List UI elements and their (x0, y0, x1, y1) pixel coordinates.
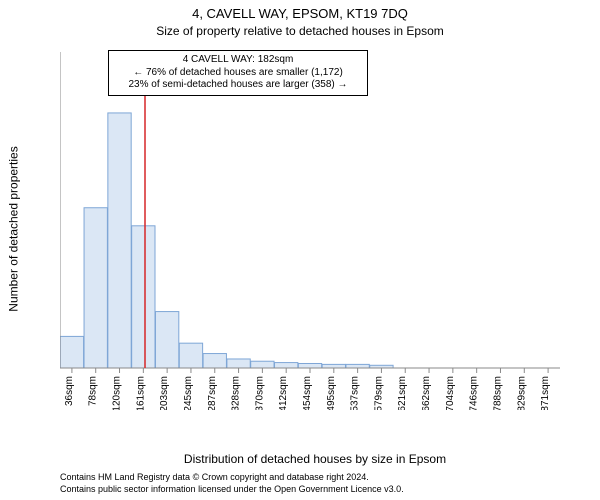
x-tick-label: 495sqm (326, 376, 337, 410)
histogram-bar (203, 354, 226, 368)
histogram-bar (275, 363, 298, 368)
annotation-line-2: ← 76% of detached houses are smaller (1,… (115, 67, 361, 80)
histogram-bar (60, 336, 83, 368)
chart-svg: 010020030040050060070036sqm78sqm120sqm16… (60, 48, 570, 410)
histogram-bar (251, 361, 274, 368)
histogram-bar (298, 363, 321, 368)
x-tick-label: 454sqm (302, 376, 313, 410)
x-tick-label: 704sqm (445, 376, 456, 410)
x-tick-label: 370sqm (254, 376, 265, 410)
x-tick-label: 245sqm (183, 376, 194, 410)
annotation-line-1: 4 CAVELL WAY: 182sqm (115, 54, 361, 67)
x-tick-label: 871sqm (540, 376, 551, 410)
x-axis-title: Distribution of detached houses by size … (60, 452, 570, 466)
annotation-box: 4 CAVELL WAY: 182sqm ← 76% of detached h… (108, 50, 368, 96)
histogram-bar (227, 359, 250, 368)
footer-line-1: Contains HM Land Registry data © Crown c… (60, 472, 369, 482)
x-tick-label: 36sqm (64, 376, 75, 406)
x-tick-label: 579sqm (373, 376, 384, 410)
x-tick-label: 203sqm (159, 376, 170, 410)
histogram-bar (132, 226, 155, 368)
x-tick-label: 829sqm (516, 376, 527, 410)
x-tick-label: 412sqm (278, 376, 289, 410)
histogram-bar (155, 312, 178, 368)
histogram-bar (84, 208, 107, 368)
histogram-bar (322, 364, 345, 368)
x-tick-label: 287sqm (207, 376, 218, 410)
x-tick-label: 537sqm (350, 376, 361, 410)
x-tick-label: 120sqm (112, 376, 123, 410)
x-tick-label: 161sqm (135, 376, 146, 410)
histogram-bar (346, 364, 369, 368)
histogram-bar (179, 343, 202, 368)
x-tick-label: 662sqm (421, 376, 432, 410)
y-axis-title: Number of detached properties (6, 48, 22, 410)
page-title: 4, CAVELL WAY, EPSOM, KT19 7DQ (0, 6, 600, 21)
histogram-bar (108, 113, 131, 368)
page-subtitle: Size of property relative to detached ho… (0, 24, 600, 38)
x-tick-label: 328sqm (231, 376, 242, 410)
plot-area: 010020030040050060070036sqm78sqm120sqm16… (60, 48, 570, 410)
x-tick-label: 78sqm (88, 376, 99, 406)
annotation-line-3: 23% of semi-detached houses are larger (… (115, 79, 361, 92)
x-tick-label: 788sqm (492, 376, 503, 410)
y-axis-title-text: Number of detached properties (7, 146, 21, 311)
x-tick-label: 621sqm (397, 376, 408, 410)
x-tick-label: 746sqm (469, 376, 480, 410)
footer-line-2: Contains public sector information licen… (60, 484, 404, 494)
